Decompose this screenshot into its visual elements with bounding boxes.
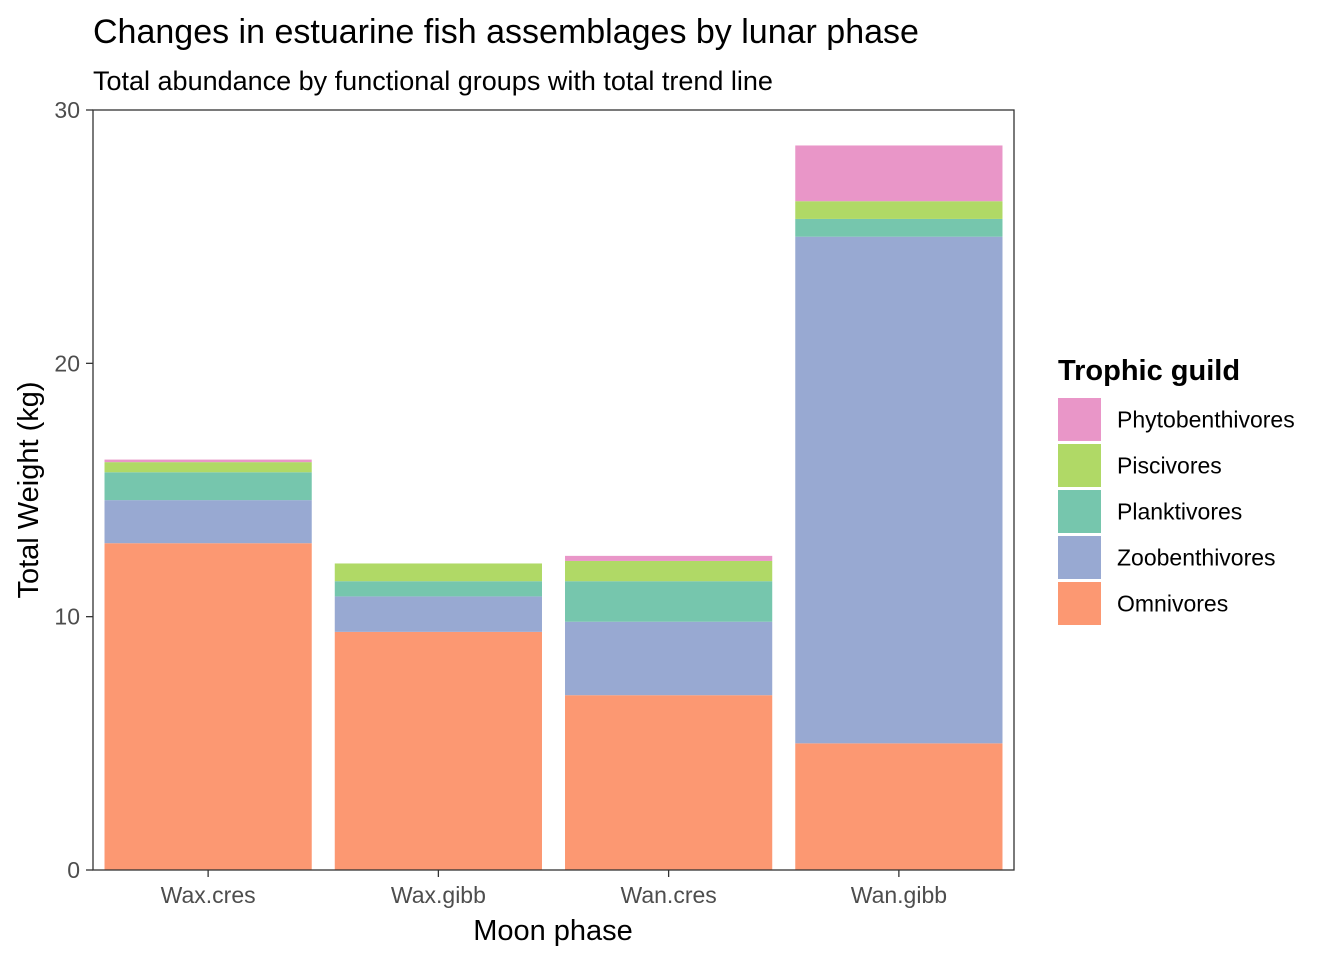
bar-planktivores-wan-gibb [795,218,1003,237]
bar-piscivores-wax-gibb [334,563,542,582]
legend-label-piscivores: Piscivores [1117,453,1222,479]
bar-piscivores-wan-gibb [795,201,1003,219]
x-axis-title: Moon phase [473,915,633,947]
bar-phytobenthivores-wax-cres [104,459,312,463]
y-tick-label: 30 [54,97,80,123]
x-axis: Wax.cres Wax.gibb Wan.cres Wan.gibb [161,870,947,908]
y-tick-label: 10 [54,604,80,630]
y-axis: 0 10 20 30 [54,97,93,883]
bar-zoobenthivores-wan-cres [565,621,773,696]
y-tick-label: 20 [54,350,80,376]
bar-planktivores-wan-cres [565,581,773,622]
legend-key-omnivores [1058,582,1101,625]
bar-planktivores-wax-cres [104,472,312,501]
bar-zoobenthivores-wax-cres [104,500,312,544]
bar-phytobenthivores-wan-gibb [795,145,1003,202]
x-tick-label: Wan.cres [620,882,716,908]
chart-title: Changes in estuarine fish assemblages by… [93,13,919,51]
legend-title: Trophic guild [1058,355,1240,387]
bar-phytobenthivores-wan-cres [565,555,773,561]
legend-key-piscivores [1058,444,1101,487]
bar-layer [104,145,1003,870]
y-tick-label: 0 [67,857,80,883]
bar-planktivores-wax-gibb [334,581,542,597]
bar-omnivores-wan-gibb [795,743,1003,870]
legend-key-phytobenthivores [1058,398,1101,441]
legend-label-zoobenthivores: Zoobenthivores [1117,545,1276,571]
legend-label-planktivores: Planktivores [1117,499,1242,525]
plot-panel-border [92,109,1015,871]
chart-subtitle: Total abundance by functional groups wit… [93,66,773,96]
bar-omnivores-wan-cres [565,695,773,870]
legend-key-planktivores [1058,490,1101,533]
x-tick-label: Wax.gibb [391,882,486,908]
bar-omnivores-wax-cres [104,543,312,870]
x-tick-label: Wan.gibb [851,882,947,908]
bar-zoobenthivores-wax-gibb [334,596,542,632]
legend: Trophic guild Phytobenthivores Piscivores… [1058,355,1295,625]
bar-piscivores-wan-cres [565,560,773,582]
legend-key-zoobenthivores [1058,536,1101,579]
bar-omnivores-wax-gibb [334,631,542,870]
bar-piscivores-wax-cres [104,462,312,473]
legend-label-phytobenthivores: Phytobenthivores [1117,407,1295,433]
x-tick-label: Wax.cres [161,882,256,908]
bar-zoobenthivores-wan-gibb [795,236,1003,744]
legend-label-omnivores: Omnivores [1117,591,1228,617]
y-axis-title: Total Weight (kg) [13,381,45,598]
